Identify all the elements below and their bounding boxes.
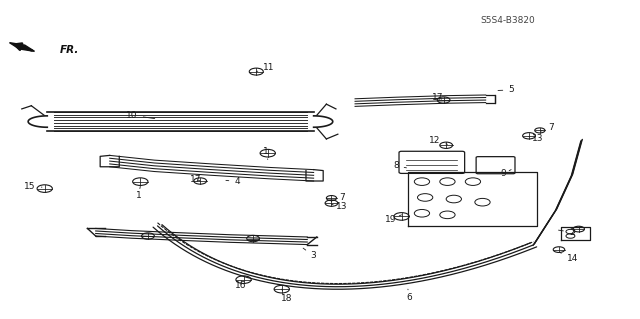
Text: 8: 8 [393,161,406,170]
Text: 12: 12 [429,136,447,145]
Text: 5: 5 [498,85,514,94]
Text: 2: 2 [559,228,575,237]
Text: 6: 6 [406,289,412,301]
Text: 13: 13 [529,134,543,144]
Text: 4: 4 [226,177,240,186]
Text: 17: 17 [190,174,202,184]
Text: FR.: FR. [60,45,79,55]
Text: 16: 16 [235,281,246,290]
Text: 11: 11 [256,63,275,72]
Text: 9: 9 [500,169,511,178]
Polygon shape [10,43,35,51]
Text: 19: 19 [385,215,401,224]
Text: 1: 1 [136,186,141,200]
Text: 7: 7 [333,193,345,202]
Text: 10: 10 [126,111,155,120]
FancyBboxPatch shape [476,157,515,174]
FancyBboxPatch shape [399,151,465,174]
Text: 7: 7 [541,123,554,132]
Text: S5S4-B3820: S5S4-B3820 [481,16,535,25]
Text: 15: 15 [24,182,42,191]
Text: 14: 14 [559,252,578,263]
Text: 17: 17 [432,93,444,102]
Text: 18: 18 [280,289,292,302]
Text: 1: 1 [263,147,269,160]
Text: 3: 3 [303,248,317,260]
Text: 13: 13 [332,202,348,211]
